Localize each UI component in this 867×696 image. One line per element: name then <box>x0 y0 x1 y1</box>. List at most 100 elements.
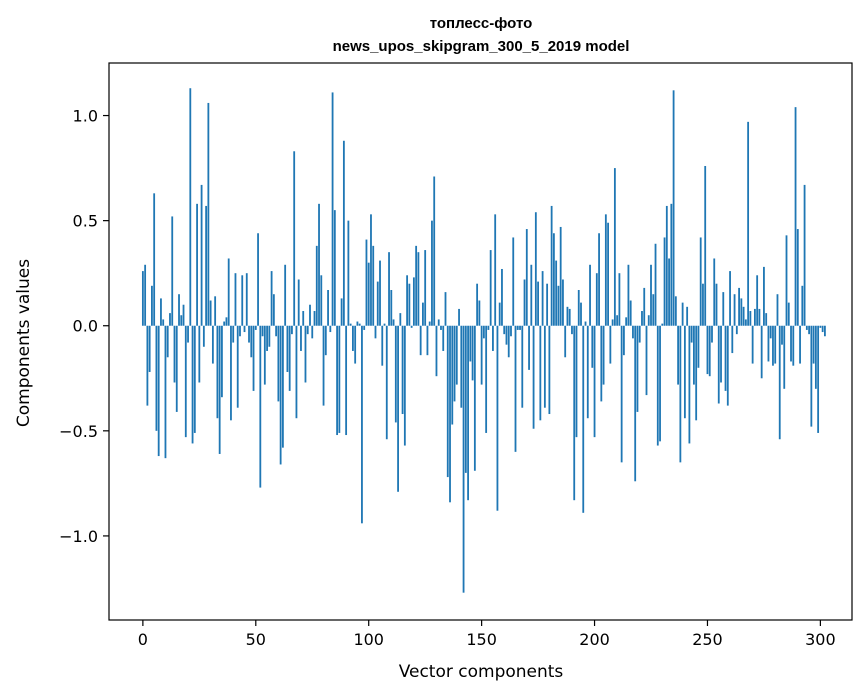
bar-281 <box>776 294 779 326</box>
bar-35 <box>221 325 223 398</box>
bar-125 <box>424 250 427 326</box>
bar-234 <box>670 203 673 326</box>
bar-0 <box>141 271 144 326</box>
bar-277 <box>767 325 770 362</box>
bar-80 <box>322 325 325 406</box>
y-axis-label: Components values <box>14 259 34 427</box>
bar-21 <box>189 88 192 326</box>
x-tick-label: 100 <box>353 630 384 649</box>
bar-264 <box>738 287 740 326</box>
bar-63 <box>284 264 287 326</box>
bar-189 <box>568 308 571 326</box>
bar-88 <box>340 298 343 326</box>
bar-248 <box>702 283 704 326</box>
bar-197 <box>586 325 589 419</box>
chart-title: топлесс-фото news_upos_skipgram_300_5_20… <box>333 15 630 55</box>
bar-27 <box>202 325 205 347</box>
bar-93 <box>352 325 354 351</box>
bar-217 <box>632 325 634 339</box>
bar-149 <box>478 300 481 326</box>
bar-293 <box>803 184 806 326</box>
x-tick-label: 0 <box>138 630 148 649</box>
bar-164 <box>512 237 515 326</box>
bar-195 <box>582 325 585 513</box>
bar-23 <box>193 325 196 433</box>
bar-203 <box>600 325 603 402</box>
bar-137 <box>451 325 454 425</box>
bar-163 <box>510 325 512 337</box>
bar-12 <box>169 313 171 326</box>
bar-4 <box>151 285 153 326</box>
bar-188 <box>566 306 569 326</box>
bar-165 <box>514 325 517 452</box>
bar-136 <box>449 325 451 503</box>
bar-133 <box>442 325 445 351</box>
bar-134 <box>444 292 447 326</box>
bar-127 <box>428 321 431 326</box>
bar-196 <box>584 321 587 326</box>
bar-71 <box>302 311 305 326</box>
bar-239 <box>681 302 684 326</box>
bar-209 <box>613 168 616 326</box>
bar-139 <box>455 325 458 385</box>
bar-170 <box>525 229 528 326</box>
bar-245 <box>695 325 698 421</box>
x-tick-label: 300 <box>805 630 836 649</box>
bar-82 <box>327 290 329 326</box>
bar-129 <box>433 176 436 326</box>
bar-265 <box>740 298 743 326</box>
bar-7 <box>157 325 160 457</box>
bar-147 <box>473 325 476 471</box>
y-tick-label: −0.5 <box>59 422 98 441</box>
bar-110 <box>390 290 393 326</box>
bar-14 <box>173 325 176 383</box>
bar-273 <box>758 308 761 326</box>
bar-22 <box>191 325 194 444</box>
bar-59 <box>275 325 278 337</box>
bar-294 <box>805 325 808 330</box>
bar-141 <box>460 325 463 408</box>
bar-44 <box>241 275 244 326</box>
bar-78 <box>318 203 320 326</box>
bar-231 <box>663 237 666 326</box>
bar-94 <box>354 325 357 364</box>
bar-73 <box>306 325 309 335</box>
bar-16 <box>178 294 180 326</box>
bar-183 <box>555 260 558 326</box>
bar-242 <box>688 325 691 444</box>
bar-51 <box>257 233 259 326</box>
bar-232 <box>665 205 668 326</box>
bar-235 <box>672 90 675 326</box>
bar-178 <box>543 325 546 408</box>
bar-266 <box>742 306 745 326</box>
bar-33 <box>216 325 219 419</box>
bar-268 <box>747 121 750 326</box>
bar-240 <box>683 325 686 419</box>
bar-2 <box>146 325 149 406</box>
bar-34 <box>218 325 221 454</box>
bar-292 <box>801 285 804 326</box>
bar-202 <box>598 233 600 326</box>
bar-247 <box>699 237 702 326</box>
bar-243 <box>690 325 693 343</box>
bar-181 <box>550 205 553 326</box>
bar-61 <box>279 325 282 465</box>
bar-177 <box>541 271 544 326</box>
bar-212 <box>620 325 623 463</box>
bar-206 <box>607 222 609 326</box>
bar-224 <box>647 315 650 326</box>
bar-103 <box>374 325 377 339</box>
bar-106 <box>381 325 384 366</box>
bar-167 <box>519 325 521 330</box>
bar-95 <box>356 321 359 326</box>
bar-187 <box>564 325 567 358</box>
bar-108 <box>385 325 388 440</box>
bar-1 <box>144 264 147 326</box>
bar-285 <box>785 235 788 326</box>
y-tick-label: −1.0 <box>59 527 98 546</box>
bar-124 <box>422 302 424 326</box>
bar-31 <box>211 325 214 364</box>
bar-160 <box>503 325 506 335</box>
bar-280 <box>774 325 777 364</box>
